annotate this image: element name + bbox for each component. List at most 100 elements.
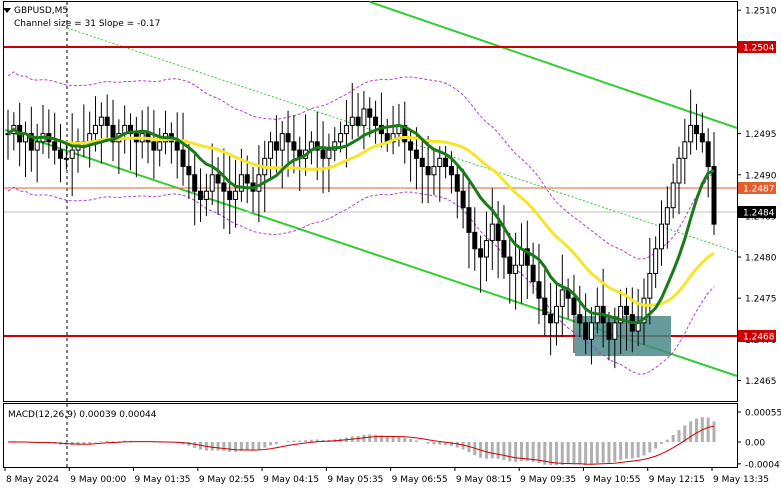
channel-upper-line (369, 1, 738, 129)
candle-body (553, 305, 559, 324)
candle-body (623, 305, 629, 316)
candle-body (34, 141, 40, 151)
candle-body (618, 305, 624, 324)
candle-body (454, 174, 460, 192)
current-price-badge-bg (738, 206, 776, 218)
candlesticks (5, 83, 717, 369)
candle-body (373, 116, 379, 126)
envelope-bands (7, 71, 715, 375)
candle-body (402, 124, 408, 143)
candle-body (577, 314, 583, 324)
candle-body (472, 231, 478, 250)
candle-body (332, 141, 338, 151)
candle-body (489, 223, 495, 242)
candle-body (233, 190, 239, 200)
candle-body (93, 124, 99, 135)
y-axis: 1.25101.24951.24901.24851.24801.24751.24… (737, 7, 777, 387)
candle-body (676, 157, 682, 184)
channel-info-label: Channel size = 31 Slope = -0.17 (14, 19, 160, 29)
level-badge-1-2468: 1.2468 (743, 333, 775, 343)
candle-body (69, 149, 75, 159)
candle-body (437, 157, 443, 168)
candle-body (460, 190, 466, 209)
candle-body (559, 289, 565, 307)
channel-guide-line (66, 27, 738, 253)
candle-body (513, 264, 519, 274)
x-tick-label: 9 May 06:55 (392, 475, 448, 485)
y-tick-label: 1.2490 (745, 171, 777, 181)
x-tick-label: 9 May 09:35 (520, 475, 576, 485)
candle-body (478, 248, 484, 258)
x-tick-label: 9 May 12:15 (649, 475, 705, 485)
candle-body (390, 133, 396, 143)
triangle-down-icon[interactable] (3, 8, 11, 13)
candle-body (198, 190, 204, 200)
candle-body (524, 248, 530, 266)
y-tick-label: 1.2510 (745, 7, 777, 17)
candle-body (548, 314, 554, 324)
moving-averages (7, 123, 715, 325)
y-tick-label: 1.2475 (745, 295, 777, 305)
candle-body (571, 297, 577, 316)
candle-body (466, 207, 472, 233)
candle-body (588, 322, 594, 340)
macd-axis: 0.00055 0.00 -0.0004 (737, 409, 781, 470)
candle-body (536, 281, 542, 299)
candle-body (98, 116, 104, 126)
x-tick-label: 9 May 05:35 (327, 475, 383, 485)
x-tick-label: 9 May 02:55 (199, 475, 255, 485)
candle-body (688, 124, 694, 143)
candle-body (653, 248, 659, 274)
level-badge-1-2468-bg (738, 330, 776, 342)
candle-body (268, 141, 274, 159)
candle-body (110, 124, 116, 143)
candle-body (151, 141, 157, 151)
level-badge-1-2504: 1.2504 (743, 44, 775, 54)
y-tick-label: 1.2465 (745, 377, 777, 387)
candle-body (58, 149, 64, 159)
candle-body (443, 157, 449, 168)
macd-tick-label: -0.0004 (745, 460, 780, 470)
candle-body (215, 174, 221, 184)
candle-body (664, 207, 670, 225)
level-badge-1-2487-bg (738, 182, 776, 194)
y-tick-label: 1.2495 (745, 130, 777, 140)
candle-body (180, 149, 186, 168)
current-price-badge: 1.2484 (743, 209, 775, 219)
x-tick-label: 9 May 10:55 (584, 475, 640, 485)
envelope-lower-band (7, 186, 715, 375)
x-tick-label: 9 May 01:35 (135, 475, 191, 485)
candle-body (238, 174, 244, 192)
candle-body (291, 141, 297, 151)
candle-body (174, 141, 180, 151)
candle-body (647, 272, 653, 299)
candle-body (682, 141, 688, 159)
candle-body (273, 141, 279, 151)
candle-body (349, 116, 355, 126)
candle-body (413, 149, 419, 159)
candle-body (63, 157, 69, 160)
candle-body (361, 108, 367, 126)
candle-body (367, 108, 373, 118)
candle-body (425, 166, 431, 176)
symbol-label: GBPUSD,M5 (14, 6, 68, 16)
candle-body (612, 322, 618, 340)
candle-body (186, 166, 192, 176)
x-tick-label: 9 May 13:35 (713, 475, 769, 485)
candle-body (448, 166, 454, 176)
candle-body (104, 116, 110, 126)
candle-body (192, 174, 198, 192)
candle-body (343, 124, 349, 135)
candle-body (431, 166, 437, 176)
candle-body (338, 133, 344, 143)
level-badge-1-2504-bg (738, 41, 776, 53)
candle-body (52, 141, 58, 151)
candle-body (244, 174, 250, 184)
envelope-upper-band (7, 71, 715, 260)
candle-body (542, 297, 548, 316)
x-tick-label: 8 May 2024 (6, 475, 59, 485)
x-tick-label: 9 May 08:15 (456, 475, 512, 485)
x-tick-label: 9 May 00:00 (70, 475, 126, 485)
candle-body (128, 124, 134, 135)
